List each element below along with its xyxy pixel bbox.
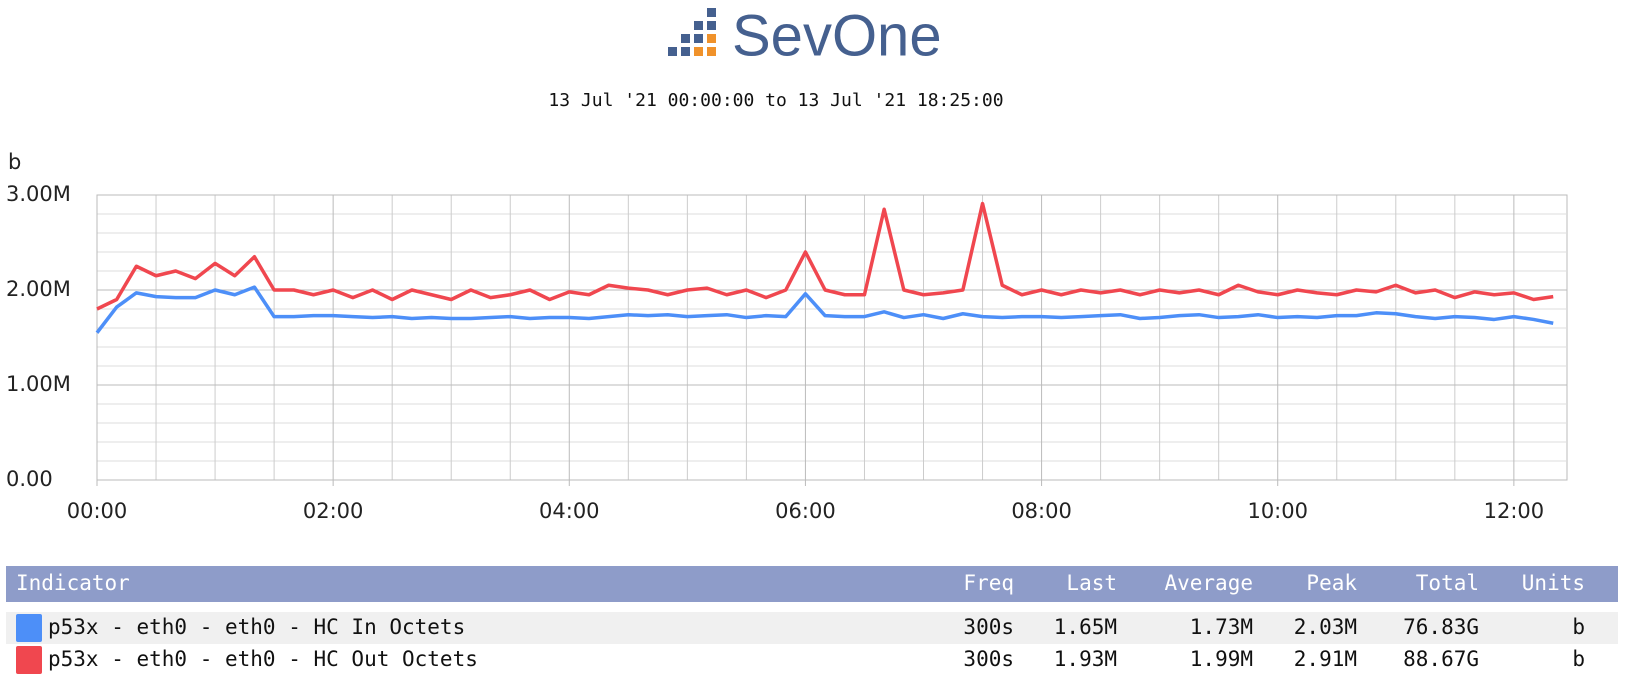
x-tick-label: 12:00 — [1484, 499, 1545, 523]
legend-name: p53x - eth0 - eth0 - HC Out Octets — [48, 647, 478, 671]
plot-area — [96, 194, 1568, 481]
x-tick-label: 08:00 — [1011, 499, 1072, 523]
x-tick-label: 02:00 — [303, 499, 364, 523]
legend-header: Freq — [963, 571, 1014, 595]
legend-swatch — [16, 614, 42, 642]
series-line — [95, 285, 1554, 334]
x-tick-label: 04:00 — [539, 499, 600, 523]
legend-stat: 2.91M — [1294, 647, 1357, 671]
legend-stat: 1.99M — [1190, 647, 1253, 671]
series-line — [96, 201, 1554, 311]
y-tick-label: 1.00M — [6, 372, 71, 396]
y-tick-label: 0.00 — [6, 467, 53, 491]
legend-name: p53x - eth0 - eth0 - HC In Octets — [48, 615, 465, 639]
y-axis-label: b — [8, 150, 21, 174]
legend-header-bg — [6, 566, 1618, 602]
legend-stat: 76.83G — [1403, 615, 1479, 639]
legend-stat: 1.73M — [1190, 615, 1253, 639]
y-tick-label: 3.00M — [6, 182, 71, 206]
legend-stat: b — [1572, 615, 1585, 639]
legend-header: Average — [1164, 571, 1253, 595]
legend-header: Last — [1066, 571, 1117, 595]
legend-header: Peak — [1306, 571, 1357, 595]
legend-stat: 1.93M — [1054, 647, 1117, 671]
y-tick-label: 2.00M — [6, 277, 71, 301]
legend-stat: 1.65M — [1054, 615, 1117, 639]
logo-text: SevOne — [732, 3, 942, 68]
legend-stat: 300s — [963, 647, 1014, 671]
x-tick-label: 06:00 — [775, 499, 836, 523]
legend-header: Indicator — [16, 571, 130, 595]
legend-swatch — [16, 646, 42, 674]
legend-stat: 300s — [963, 615, 1014, 639]
subtitle: 13 Jul '21 00:00:00 to 13 Jul '21 18:25:… — [548, 90, 1003, 111]
legend-row-bg — [6, 612, 1618, 644]
legend-header: Total — [1416, 571, 1479, 595]
x-tick-label: 10:00 — [1247, 499, 1308, 523]
legend-stat: 88.67G — [1403, 647, 1479, 671]
legend-header: Units — [1522, 571, 1585, 595]
legend-stat: 2.03M — [1294, 615, 1357, 639]
logo-icon — [668, 8, 716, 56]
legend-stat: b — [1572, 647, 1585, 671]
x-tick-label: 00:00 — [67, 499, 128, 523]
